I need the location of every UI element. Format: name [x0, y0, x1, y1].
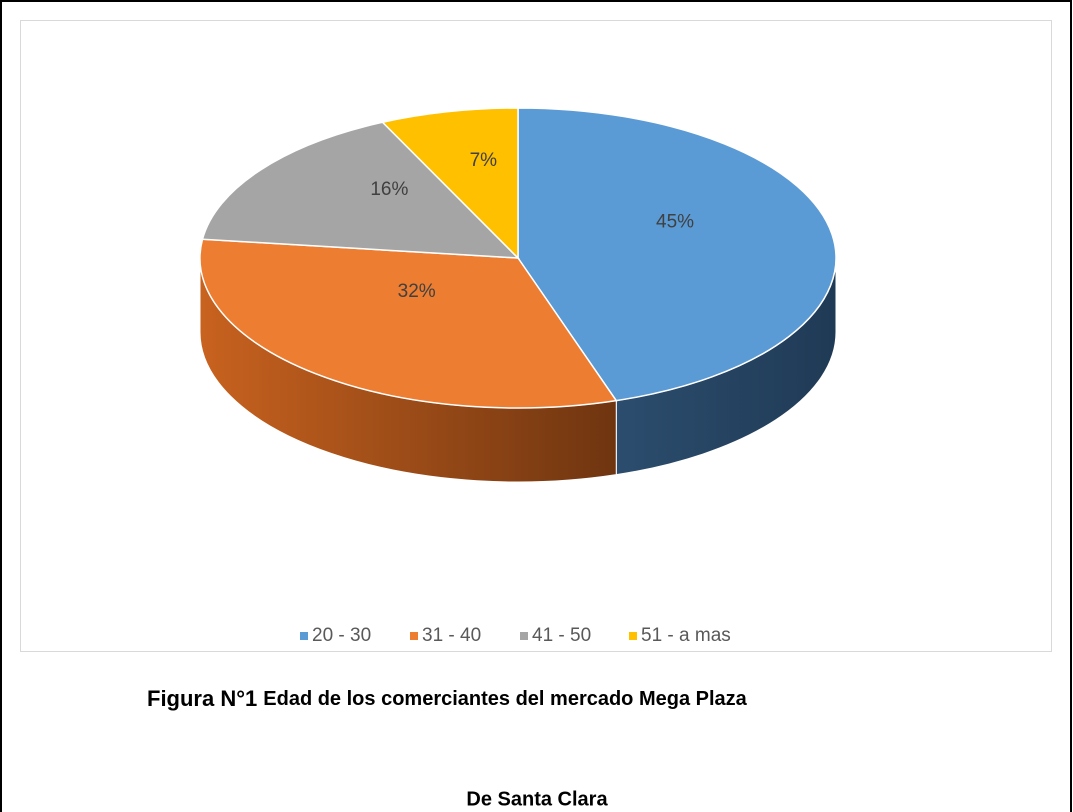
- data-label: 16%: [370, 179, 408, 200]
- legend-label: 41 - 50: [532, 625, 591, 646]
- data-label: 45%: [656, 211, 694, 232]
- legend-marker: [410, 632, 418, 640]
- legend-marker: [520, 632, 528, 640]
- figure-label: Figura N°1: [147, 686, 257, 711]
- caption: Figura N°1 Edad de los comerciantes del m…: [147, 686, 748, 711]
- data-label: 7%: [470, 150, 498, 171]
- legend-label: 51 - a mas: [641, 625, 731, 646]
- chart-title: De Santa Clara: [466, 788, 608, 810]
- slice: [201, 121, 520, 259]
- slice: [381, 107, 519, 260]
- legend-label: 20 - 30: [312, 625, 371, 646]
- slice: [199, 238, 618, 409]
- slice: [517, 107, 837, 402]
- legend-marker: [300, 632, 308, 640]
- legend-marker: [629, 632, 637, 640]
- legend-label: 31 - 40: [422, 625, 481, 646]
- data-label: 32%: [398, 281, 436, 302]
- chart-title: Edad de los comerciantes del mercado Meg…: [263, 688, 747, 710]
